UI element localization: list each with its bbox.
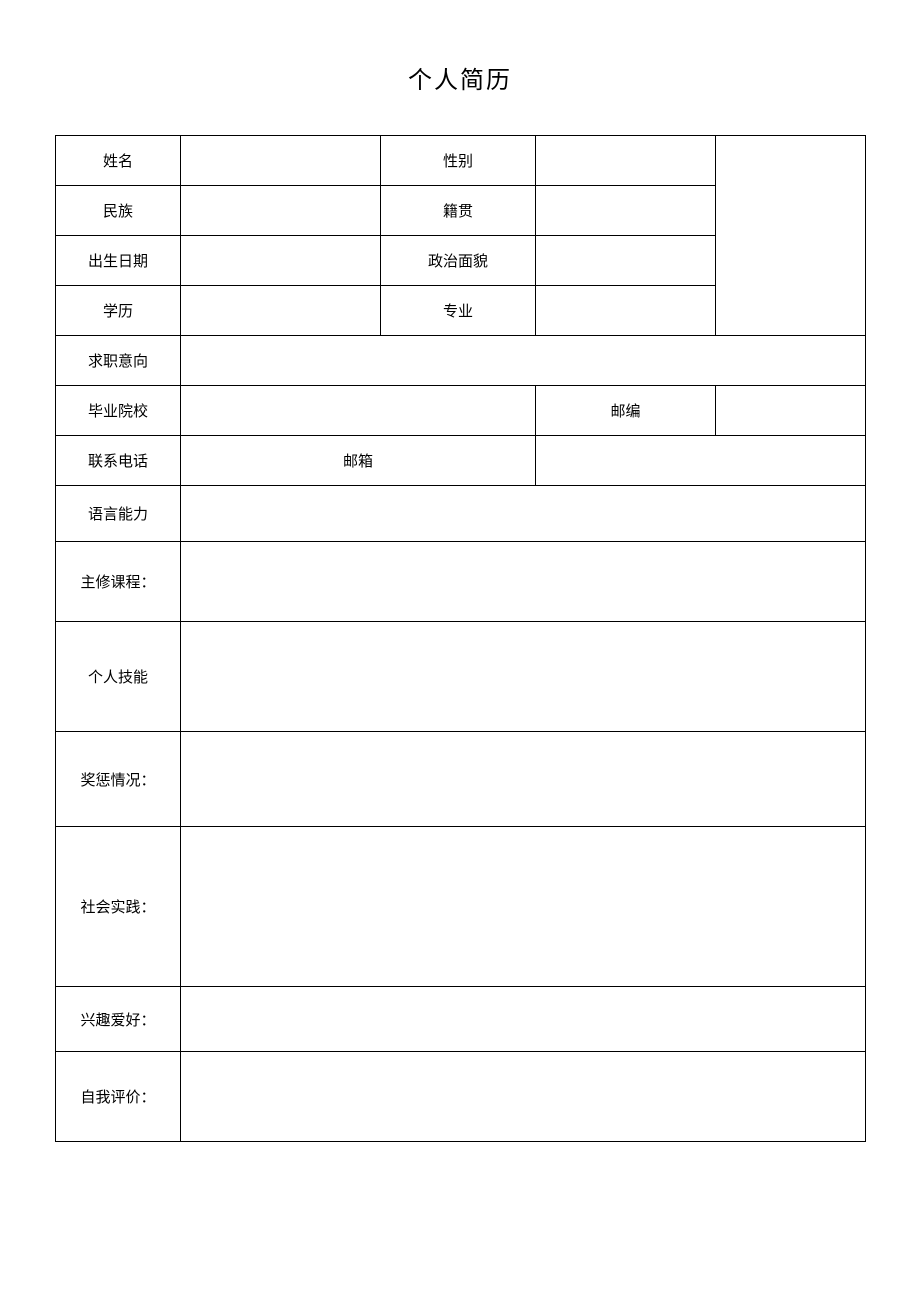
- label-language: 语言能力: [56, 486, 181, 542]
- resume-table: 姓名 性别 民族 籍贯 出生日期 政治面貌 学历 专业 求职意向 毕业院校 邮编: [55, 135, 866, 1142]
- label-birth-date: 出生日期: [56, 236, 181, 286]
- label-job-intention: 求职意向: [56, 336, 181, 386]
- label-skills: 个人技能: [56, 622, 181, 732]
- label-major: 专业: [381, 286, 536, 336]
- label-hobby: 兴趣爱好：: [56, 987, 181, 1052]
- value-birth-date: [181, 236, 381, 286]
- value-self-eval: [181, 1052, 866, 1142]
- value-language: [181, 486, 866, 542]
- label-phone: 联系电话: [56, 436, 181, 486]
- label-self-eval: 自我评价：: [56, 1052, 181, 1142]
- value-rewards: [181, 732, 866, 827]
- value-hobby: [181, 987, 866, 1052]
- label-name: 姓名: [56, 136, 181, 186]
- label-education: 学历: [56, 286, 181, 336]
- value-postcode: [716, 386, 866, 436]
- label-postcode: 邮编: [536, 386, 716, 436]
- value-practice: [181, 827, 866, 987]
- value-job-intention: [181, 336, 866, 386]
- label-gender: 性别: [381, 136, 536, 186]
- page-title: 个人简历: [55, 60, 865, 95]
- value-school: [181, 386, 536, 436]
- value-political: [536, 236, 716, 286]
- value-name: [181, 136, 381, 186]
- value-ethnicity: [181, 186, 381, 236]
- label-rewards: 奖惩情况：: [56, 732, 181, 827]
- photo-cell: [716, 136, 866, 336]
- label-school: 毕业院校: [56, 386, 181, 436]
- value-native-place: [536, 186, 716, 236]
- value-courses: [181, 542, 866, 622]
- label-email: 邮箱: [181, 436, 536, 486]
- value-gender: [536, 136, 716, 186]
- value-major: [536, 286, 716, 336]
- label-native-place: 籍贯: [381, 186, 536, 236]
- value-education: [181, 286, 381, 336]
- label-practice: 社会实践：: [56, 827, 181, 987]
- label-ethnicity: 民族: [56, 186, 181, 236]
- value-skills: [181, 622, 866, 732]
- value-email: [536, 436, 866, 486]
- label-courses: 主修课程：: [56, 542, 181, 622]
- label-political: 政治面貌: [381, 236, 536, 286]
